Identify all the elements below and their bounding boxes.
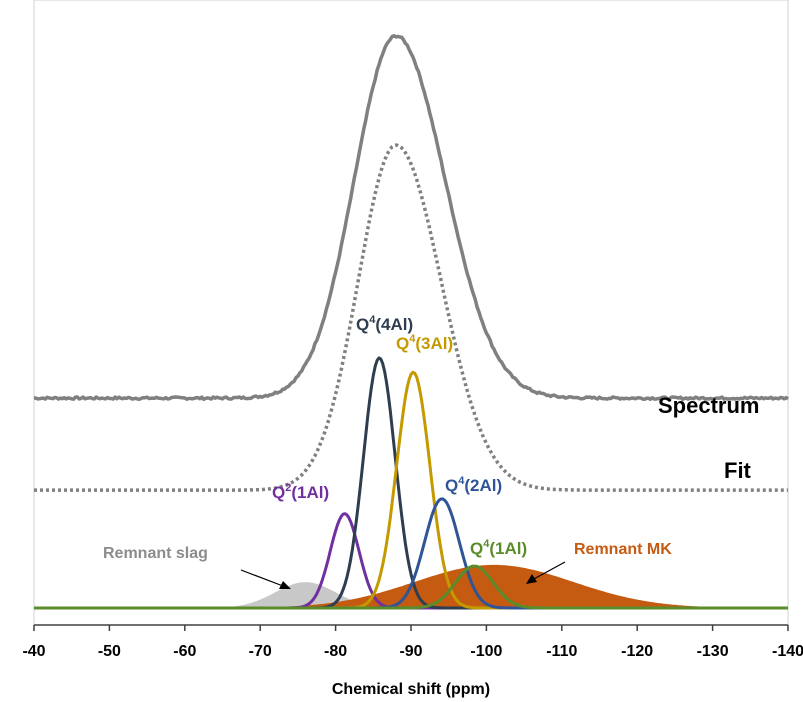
remnant-slag-label: Remnant slag (103, 545, 208, 562)
x-tick-label: -100 (470, 643, 502, 660)
arrow-mk (526, 561, 566, 584)
fit-line (34, 143, 788, 492)
q4-2al-label: Q4(2Al) (445, 475, 502, 495)
x-tick-label: -40 (22, 643, 45, 660)
x-tick-label: -50 (98, 643, 121, 660)
remnant-mk-label: Remnant MK (574, 541, 672, 558)
x-tick-label: -130 (697, 643, 729, 660)
q2-1al-label: Q2(1Al) (272, 482, 329, 502)
arrow-slag (240, 569, 291, 589)
x-tick-label: -120 (621, 643, 653, 660)
plot-frame (33, 0, 789, 626)
q4-3al-label: Q4(3Al) (396, 333, 453, 353)
x-tick-label: -110 (546, 643, 577, 660)
x-tick-label: -60 (173, 643, 196, 660)
series-label-fit: Fit (724, 458, 752, 483)
q4-4al-label: Q4(4Al) (356, 314, 413, 334)
spectrum-line (33, 33, 790, 402)
x-axis-title: Chemical shift (ppm) (332, 681, 490, 698)
q4-1al-label: Q4(1Al) (470, 538, 527, 558)
x-tick-label: -70 (249, 643, 272, 660)
series-label-spectrum: Spectrum (658, 393, 759, 418)
x-tick-label: -90 (399, 643, 422, 660)
x-tick-label: -80 (324, 643, 347, 660)
x-tick-label: -140 (772, 643, 803, 660)
q4-1al-line (34, 564, 788, 610)
